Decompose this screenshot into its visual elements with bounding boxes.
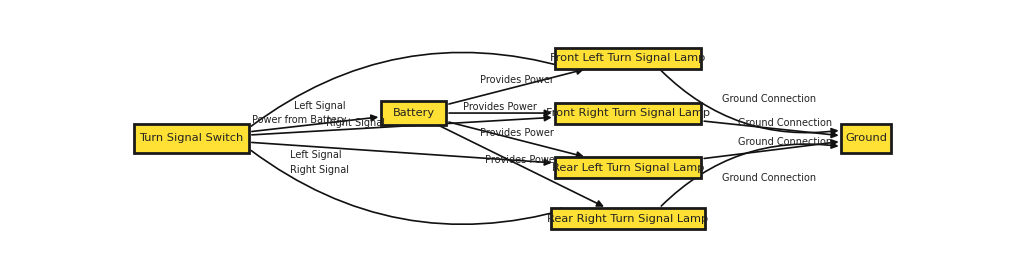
Text: Power from Battery: Power from Battery <box>252 115 346 125</box>
Text: Left Signal: Left Signal <box>294 101 345 111</box>
Text: Ground Connection: Ground Connection <box>738 137 833 147</box>
Text: Ground Connection: Ground Connection <box>722 173 816 182</box>
FancyBboxPatch shape <box>842 124 891 153</box>
FancyBboxPatch shape <box>551 208 706 229</box>
FancyBboxPatch shape <box>555 102 701 124</box>
Text: Provides Power: Provides Power <box>485 155 559 165</box>
Text: Provides Power: Provides Power <box>464 102 538 112</box>
Text: Turn Signal Switch: Turn Signal Switch <box>139 133 244 143</box>
Text: Ground Connection: Ground Connection <box>722 94 816 104</box>
Text: Provides Power: Provides Power <box>479 128 553 138</box>
FancyBboxPatch shape <box>381 101 446 125</box>
Text: Front Left Turn Signal Lamp: Front Left Turn Signal Lamp <box>550 53 706 63</box>
FancyBboxPatch shape <box>134 124 249 153</box>
FancyBboxPatch shape <box>555 157 701 178</box>
Text: Right Signal: Right Signal <box>327 118 385 127</box>
Text: Ground: Ground <box>845 133 887 143</box>
Text: Front Right Turn Signal Lamp: Front Right Turn Signal Lamp <box>546 108 710 118</box>
Text: Rear Right Turn Signal Lamp: Rear Right Turn Signal Lamp <box>548 213 709 224</box>
Text: Left Signal: Left Signal <box>291 150 342 160</box>
Text: Right Signal: Right Signal <box>290 165 349 175</box>
Text: Battery: Battery <box>392 108 435 118</box>
Text: Provides Power: Provides Power <box>479 75 553 85</box>
Text: Ground Connection: Ground Connection <box>738 118 833 129</box>
FancyBboxPatch shape <box>555 48 701 69</box>
Text: Rear Left Turn Signal Lamp: Rear Left Turn Signal Lamp <box>552 163 705 173</box>
